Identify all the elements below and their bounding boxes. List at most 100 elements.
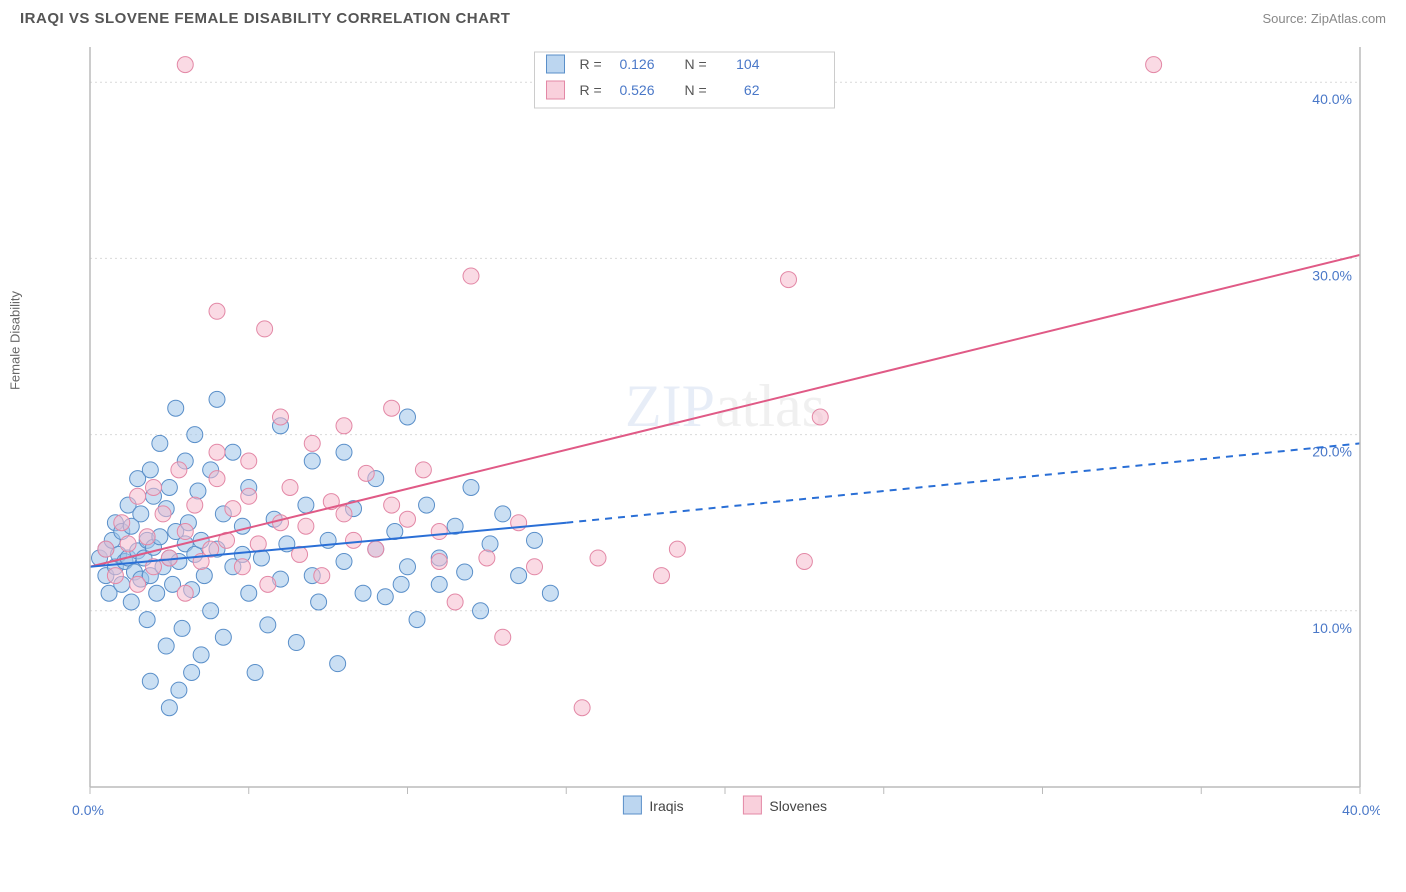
point-iraqis — [482, 536, 498, 552]
point-iraqis — [184, 664, 200, 680]
point-iraqis — [527, 532, 543, 548]
point-iraqis — [161, 700, 177, 716]
point-slovenes — [146, 479, 162, 495]
y-tick-label: 40.0% — [1312, 91, 1352, 107]
point-iraqis — [209, 391, 225, 407]
trendline-iraqis-extrapolated — [566, 443, 1360, 522]
point-iraqis — [241, 585, 257, 601]
point-slovenes — [384, 400, 400, 416]
point-slovenes — [139, 529, 155, 545]
point-iraqis — [158, 638, 174, 654]
point-iraqis — [495, 506, 511, 522]
point-iraqis — [457, 564, 473, 580]
point-iraqis — [247, 664, 263, 680]
point-slovenes — [225, 501, 241, 517]
point-iraqis — [311, 594, 327, 610]
point-iraqis — [393, 576, 409, 592]
point-slovenes — [463, 268, 479, 284]
x-tick-label: 0.0% — [72, 802, 104, 818]
y-tick-label: 30.0% — [1312, 267, 1352, 283]
point-iraqis — [193, 647, 209, 663]
point-iraqis — [419, 497, 435, 513]
y-tick-label: 10.0% — [1312, 620, 1352, 636]
point-slovenes — [590, 550, 606, 566]
point-slovenes — [431, 524, 447, 540]
bottom-legend-label: Slovenes — [769, 798, 827, 814]
point-iraqis — [196, 568, 212, 584]
point-slovenes — [479, 550, 495, 566]
point-slovenes — [346, 532, 362, 548]
point-iraqis — [330, 656, 346, 672]
legend-n-value: 62 — [744, 82, 760, 98]
point-iraqis — [142, 673, 158, 689]
point-slovenes — [400, 511, 416, 527]
point-iraqis — [336, 444, 352, 460]
point-slovenes — [495, 629, 511, 645]
point-iraqis — [190, 483, 206, 499]
point-slovenes — [384, 497, 400, 513]
point-slovenes — [241, 453, 257, 469]
point-iraqis — [142, 462, 158, 478]
point-slovenes — [98, 541, 114, 557]
point-iraqis — [304, 453, 320, 469]
point-iraqis — [149, 585, 165, 601]
point-slovenes — [155, 506, 171, 522]
point-slovenes — [314, 568, 330, 584]
point-iraqis — [203, 603, 219, 619]
point-iraqis — [377, 589, 393, 605]
point-iraqis — [225, 444, 241, 460]
x-tick-label: 40.0% — [1342, 802, 1380, 818]
legend-r-label: R = — [580, 56, 602, 72]
point-slovenes — [234, 559, 250, 575]
point-slovenes — [431, 553, 447, 569]
legend-r-value: 0.526 — [619, 82, 654, 98]
point-slovenes — [304, 435, 320, 451]
point-iraqis — [168, 400, 184, 416]
point-slovenes — [177, 524, 193, 540]
point-slovenes — [447, 594, 463, 610]
scatter-chart: 10.0%20.0%30.0%40.0%ZIPatlas0.0%40.0%R =… — [50, 37, 1380, 857]
point-slovenes — [250, 536, 266, 552]
point-slovenes — [171, 462, 187, 478]
source-attribution: Source: ZipAtlas.com — [1262, 11, 1386, 26]
point-iraqis — [473, 603, 489, 619]
point-iraqis — [400, 559, 416, 575]
point-slovenes — [282, 479, 298, 495]
point-iraqis — [152, 435, 168, 451]
point-iraqis — [400, 409, 416, 425]
point-slovenes — [107, 568, 123, 584]
point-iraqis — [511, 568, 527, 584]
point-iraqis — [463, 479, 479, 495]
legend-n-value: 104 — [736, 56, 760, 72]
point-slovenes — [177, 585, 193, 601]
point-slovenes — [209, 444, 225, 460]
chart-container: Female Disability 10.0%20.0%30.0%40.0%ZI… — [50, 37, 1386, 827]
point-slovenes — [260, 576, 276, 592]
point-slovenes — [130, 488, 146, 504]
point-slovenes — [358, 465, 374, 481]
bottom-legend-swatch — [743, 796, 761, 814]
point-iraqis — [336, 553, 352, 569]
point-slovenes — [336, 506, 352, 522]
point-iraqis — [234, 518, 250, 534]
point-slovenes — [177, 57, 193, 73]
point-slovenes — [669, 541, 685, 557]
point-slovenes — [1146, 57, 1162, 73]
point-slovenes — [812, 409, 828, 425]
point-slovenes — [654, 568, 670, 584]
point-slovenes — [241, 488, 257, 504]
point-slovenes — [209, 303, 225, 319]
point-slovenes — [273, 409, 289, 425]
point-iraqis — [123, 594, 139, 610]
y-axis-label: Female Disability — [8, 291, 23, 390]
point-iraqis — [298, 497, 314, 513]
point-iraqis — [288, 635, 304, 651]
point-slovenes — [114, 515, 130, 531]
point-slovenes — [187, 497, 203, 513]
point-iraqis — [409, 612, 425, 628]
point-slovenes — [273, 515, 289, 531]
point-slovenes — [574, 700, 590, 716]
point-iraqis — [161, 479, 177, 495]
point-iraqis — [133, 506, 149, 522]
legend-r-value: 0.126 — [619, 56, 654, 72]
